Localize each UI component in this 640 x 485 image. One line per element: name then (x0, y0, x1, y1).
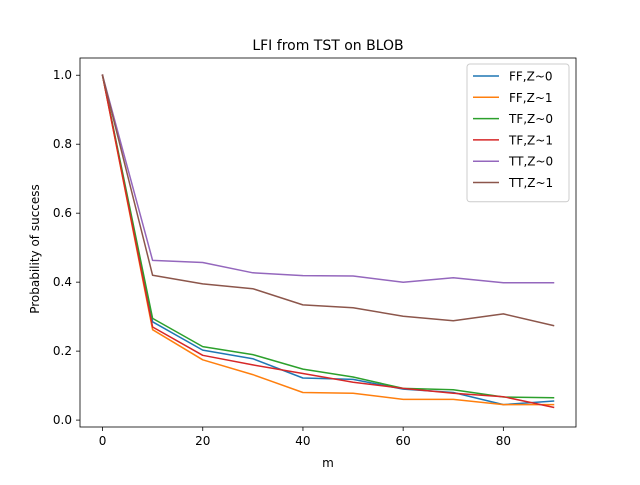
series-line-5 (101, 74, 555, 284)
x-tick-label: 0 (99, 434, 107, 448)
y-axis-label: Probability of success (28, 184, 42, 314)
y-axis: 0.0 0.2 0.4 0.6 0.8 1.0 (53, 68, 80, 427)
y-tick-label: 0.0 (53, 413, 72, 427)
x-tick-label: 40 (295, 434, 310, 448)
axes-frame (79, 57, 577, 428)
legend-label: FF,Z~0 (509, 70, 553, 84)
x-tick-label: 20 (195, 434, 210, 448)
plot-area (79, 57, 577, 428)
y-tick-label: 1.0 (53, 68, 72, 82)
x-axis-label: m (322, 456, 334, 470)
legend-label: TT,Z~1 (508, 176, 553, 190)
x-tick-label: 80 (496, 434, 511, 448)
y-tick-label: 0.8 (53, 137, 72, 151)
series-line-6 (101, 74, 555, 327)
legend-label: TT,Z~0 (508, 155, 553, 169)
series-line-2 (101, 74, 555, 406)
x-axis: 0 20 40 60 80 (99, 427, 511, 448)
y-tick-label: 0.4 (53, 275, 72, 289)
series-line-3 (101, 74, 555, 399)
chart-title: LFI from TST on BLOB (252, 38, 403, 54)
legend-label: TF,Z~0 (508, 112, 553, 126)
y-tick-label: 0.2 (53, 344, 72, 358)
legend: FF,Z~0 FF,Z~1 TF,Z~0 TF,Z~1 TT,Z~0 TT,Z~1 (466, 63, 570, 203)
series-line-1 (101, 74, 555, 406)
x-tick-label: 60 (396, 434, 411, 448)
y-tick-label: 0.6 (53, 206, 72, 220)
legend-label: FF,Z~1 (509, 91, 553, 105)
series-line-4 (101, 74, 555, 409)
legend-label: TF,Z~1 (508, 133, 553, 147)
legend-box (466, 63, 570, 203)
